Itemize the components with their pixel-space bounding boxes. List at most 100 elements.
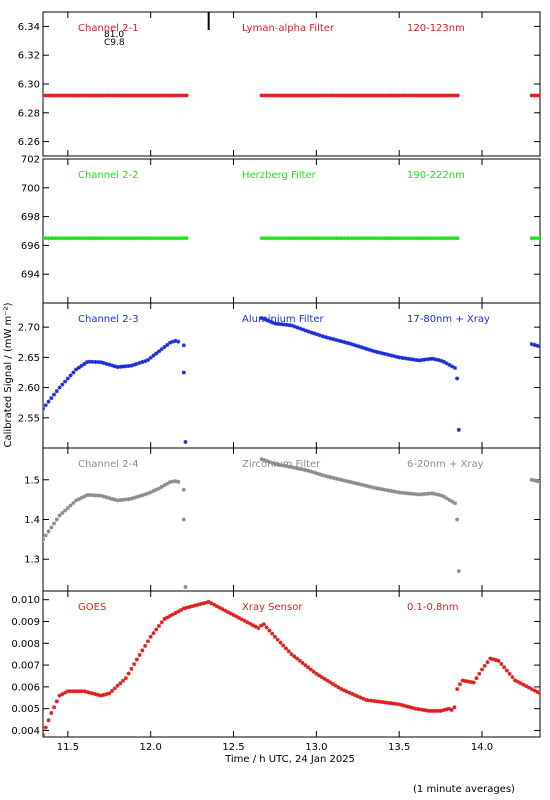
data-point bbox=[281, 463, 286, 468]
data-point bbox=[507, 671, 512, 676]
data-point bbox=[292, 654, 297, 659]
data-point bbox=[381, 236, 386, 241]
data-point bbox=[140, 360, 145, 365]
data-point bbox=[132, 662, 137, 667]
data-point bbox=[482, 663, 487, 668]
data-point bbox=[430, 491, 435, 496]
data-point bbox=[425, 491, 430, 496]
data-point bbox=[98, 236, 103, 241]
data-point bbox=[411, 491, 416, 496]
data-point bbox=[112, 497, 117, 502]
channel-label: GOES bbox=[78, 602, 106, 613]
data-point bbox=[325, 678, 330, 683]
data-point bbox=[140, 236, 145, 241]
data-point bbox=[535, 689, 540, 694]
data-point bbox=[286, 649, 291, 654]
data-point bbox=[430, 356, 435, 361]
data-point bbox=[74, 498, 79, 503]
data-point bbox=[162, 236, 167, 241]
data-point bbox=[397, 490, 402, 495]
data-point bbox=[159, 620, 164, 625]
data-point bbox=[132, 495, 137, 500]
data-point bbox=[76, 236, 81, 241]
data-point bbox=[148, 236, 153, 241]
data-point bbox=[378, 93, 383, 98]
data-point bbox=[295, 236, 300, 241]
data-point bbox=[151, 236, 156, 241]
data-point bbox=[71, 689, 76, 694]
data-point bbox=[129, 496, 134, 501]
data-point bbox=[353, 343, 358, 348]
data-point bbox=[273, 461, 278, 466]
x-tick-label: 13.5 bbox=[388, 742, 410, 753]
data-point bbox=[71, 370, 76, 375]
data-point bbox=[85, 689, 90, 694]
data-point bbox=[455, 517, 460, 522]
data-point bbox=[411, 357, 416, 362]
data-point bbox=[323, 236, 328, 241]
data-point bbox=[331, 475, 336, 480]
data-point bbox=[151, 631, 156, 636]
data-point bbox=[413, 706, 418, 711]
data-point bbox=[90, 691, 95, 696]
data-point bbox=[392, 354, 397, 359]
data-point bbox=[399, 703, 404, 708]
data-point bbox=[65, 93, 70, 98]
data-point bbox=[87, 493, 92, 498]
data-point bbox=[212, 602, 217, 607]
data-point bbox=[57, 236, 62, 241]
panel-2: 694 696 698 700 702 Channel 2-2 Herzberg Filte… bbox=[21, 155, 541, 304]
band-label: 190-222nm bbox=[407, 170, 465, 181]
band-label: 120-123nm bbox=[407, 23, 465, 34]
data-point bbox=[110, 93, 115, 98]
data-point bbox=[456, 427, 461, 432]
data-point bbox=[471, 680, 476, 685]
data-point bbox=[529, 687, 534, 692]
y-tick-label: 2.60 bbox=[18, 383, 40, 394]
data-point bbox=[344, 689, 349, 694]
data-point bbox=[267, 319, 272, 324]
panels: 6.26 6.28 6.30 6.32 6.34 Channel 2-1 Lyman-alp… bbox=[11, 11, 541, 753]
data-point bbox=[433, 236, 438, 241]
data-point bbox=[389, 93, 394, 98]
data-point bbox=[311, 669, 316, 674]
data-point bbox=[237, 615, 242, 620]
data-point bbox=[480, 667, 485, 672]
data-point bbox=[367, 347, 372, 352]
data-layer bbox=[43, 316, 540, 444]
y-tick-label: 1.4 bbox=[24, 515, 40, 526]
data-point bbox=[331, 93, 336, 98]
data-point bbox=[439, 236, 444, 241]
data-point bbox=[455, 376, 460, 381]
data-point bbox=[168, 480, 173, 485]
data-point bbox=[245, 620, 250, 625]
data-point bbox=[491, 657, 496, 662]
data-point bbox=[428, 491, 433, 496]
data-point bbox=[417, 358, 422, 363]
data-point bbox=[126, 236, 131, 241]
data-point bbox=[342, 478, 347, 483]
data-layer bbox=[43, 599, 540, 737]
data-point bbox=[82, 689, 87, 694]
data-point bbox=[287, 93, 292, 98]
data-point bbox=[279, 463, 284, 468]
data-point bbox=[400, 93, 405, 98]
y-tick-label: 0.008 bbox=[11, 639, 40, 650]
data-point bbox=[529, 477, 534, 482]
data-point bbox=[181, 370, 186, 375]
data-point bbox=[148, 355, 153, 360]
data-point bbox=[295, 656, 300, 661]
data-point bbox=[104, 692, 109, 697]
data-point bbox=[96, 360, 101, 365]
data-point bbox=[402, 703, 407, 708]
data-point bbox=[325, 236, 330, 241]
data-point bbox=[137, 652, 142, 657]
data-point bbox=[325, 335, 330, 340]
data-point bbox=[107, 691, 112, 696]
data-point bbox=[90, 236, 95, 241]
data-point bbox=[532, 93, 537, 98]
data-point bbox=[309, 469, 314, 474]
data-point bbox=[408, 236, 413, 241]
data-point bbox=[101, 692, 106, 697]
data-point bbox=[43, 732, 45, 737]
